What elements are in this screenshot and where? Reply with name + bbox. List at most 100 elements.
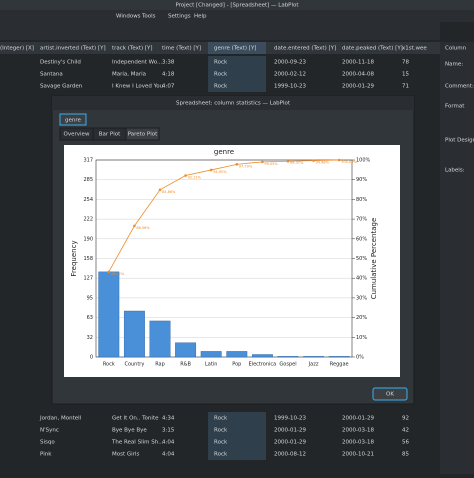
x-tick-label: Latin (205, 362, 217, 368)
cell: 4:07 (162, 84, 175, 90)
y2-tick-label: 30% (356, 295, 367, 301)
menu-item[interactable]: Windows (116, 14, 141, 20)
x-tick-label: Reggae (330, 362, 349, 368)
ok-label: OK (386, 392, 394, 398)
cell: Get It On.. Tonite (112, 416, 159, 422)
cell: 2000-01-29 (274, 428, 306, 434)
cell: 2000-02-12 (274, 72, 306, 78)
cell: 2000-09-23 (274, 60, 306, 66)
cell: Most Girls (112, 452, 139, 458)
cell: 3:15 (162, 428, 175, 434)
cell: The Real Slim Sh... (111, 440, 164, 446)
x-tick-label: R&B (180, 362, 191, 368)
cell: Savage Garden (40, 84, 83, 90)
cell: 2000-10-21 (342, 452, 374, 458)
cell: 2000-01-29 (274, 440, 306, 446)
y2-tick-label: 90% (356, 177, 367, 183)
tab[interactable] (125, 127, 160, 141)
cell: Bye Bye Bye (112, 428, 147, 434)
column-header[interactable]: genre (Text) [Y] (214, 46, 256, 52)
bar (226, 351, 248, 358)
value-label: 99.37% (290, 161, 304, 165)
ok-button[interactable] (372, 387, 408, 401)
cell: Rock (214, 452, 228, 458)
value-label: 99.68% (316, 161, 330, 165)
cell: Pink (40, 452, 52, 458)
tab-label: Pareto Plot (128, 132, 158, 138)
cell: Sisqo (40, 440, 55, 446)
side-label: Plot Designation: (445, 138, 474, 144)
cumulative-point (158, 188, 162, 192)
cell: 15 (402, 72, 409, 78)
cell: 4:04 (162, 440, 175, 446)
y-tick-label: 285 (83, 177, 93, 183)
column-header[interactable]: x1st.wee (402, 46, 427, 52)
cumulative-point (209, 168, 213, 172)
y-tick-label: 190 (83, 236, 93, 242)
cell: I Knew I Loved You (112, 84, 163, 90)
cumulative-point (261, 160, 264, 164)
genre-cell (208, 436, 266, 448)
column-header[interactable]: artist.inverted (Text) [Y] (40, 46, 106, 52)
cell: Rock (214, 84, 228, 90)
side-label: Column (445, 46, 467, 52)
cell: Maria, Maria (112, 72, 146, 78)
menu-bar (0, 10, 474, 22)
genre-cell (208, 68, 266, 80)
cell: 56 (402, 440, 409, 446)
genre-cell (208, 424, 266, 436)
header-highlight (208, 42, 266, 54)
dialog-title-bar (52, 96, 414, 110)
cell: 85 (402, 452, 409, 458)
menu-item[interactable]: Help (194, 14, 207, 20)
y-tick-label: 158 (83, 256, 93, 262)
cell: N'Sync (40, 428, 59, 434)
column-tab[interactable] (59, 113, 87, 126)
cumulative-point (107, 270, 111, 274)
y-tick-label: 95 (87, 295, 93, 301)
cell: Rock (214, 416, 228, 422)
cell: 2000-08-12 (274, 452, 306, 458)
cell: 71 (402, 84, 409, 90)
column-tab-label: genre (65, 118, 82, 124)
column-header[interactable]: track (Text) [Y] (112, 46, 153, 52)
cell: 1999-10-23 (274, 84, 306, 90)
y2-tick-label: 20% (356, 315, 367, 321)
bar (123, 310, 145, 358)
y2-axis-label: Cumulative Percentage (370, 218, 378, 300)
dialog-title: Spreadsheet: column statistics — LabPlot (176, 101, 291, 107)
x-tick-label: Rock (103, 362, 115, 368)
column-header[interactable]: date.peaked (Text) [Y] (342, 46, 403, 52)
menu-item[interactable]: Settings (168, 14, 191, 20)
cell: Santana (40, 72, 63, 78)
cell: 4:34 (162, 416, 175, 422)
x-tick-label: Country (124, 362, 144, 368)
column-header[interactable]: time (Text) [Y] (162, 46, 201, 52)
cell: Jordan, Montell (39, 416, 82, 422)
x-tick-label: Electronica (249, 362, 277, 368)
bar (303, 356, 325, 358)
y-axis-label: Frequency (70, 240, 78, 276)
side-label: Name: (445, 62, 463, 68)
x-tick-label: Gospel (279, 362, 296, 368)
column-header[interactable]: r (Integer) [X] (0, 46, 34, 52)
bar (98, 271, 120, 358)
value-label: 94.95% (213, 170, 227, 174)
cell: Rock (214, 440, 228, 446)
y-tick-label: 32 (87, 335, 93, 341)
value-label: 92.11% (188, 176, 202, 180)
cell: Rock (214, 72, 228, 78)
cell: 92 (402, 416, 409, 422)
cell: Independent Wo... (112, 60, 162, 66)
cell: 2000-03-18 (342, 440, 374, 446)
cell: Rock (214, 428, 228, 434)
y2-tick-label: 80% (356, 197, 367, 203)
y2-tick-label: 70% (356, 217, 367, 223)
cumulative-point (286, 159, 290, 163)
genre-cell (208, 56, 266, 68)
window-title: Project [Changed] - [Spreadsheet] — LabP… (175, 3, 299, 9)
bar (277, 356, 299, 358)
column-header[interactable]: date.entered (Text) [Y] (274, 46, 336, 52)
menu-item[interactable]: Tools (141, 14, 156, 20)
